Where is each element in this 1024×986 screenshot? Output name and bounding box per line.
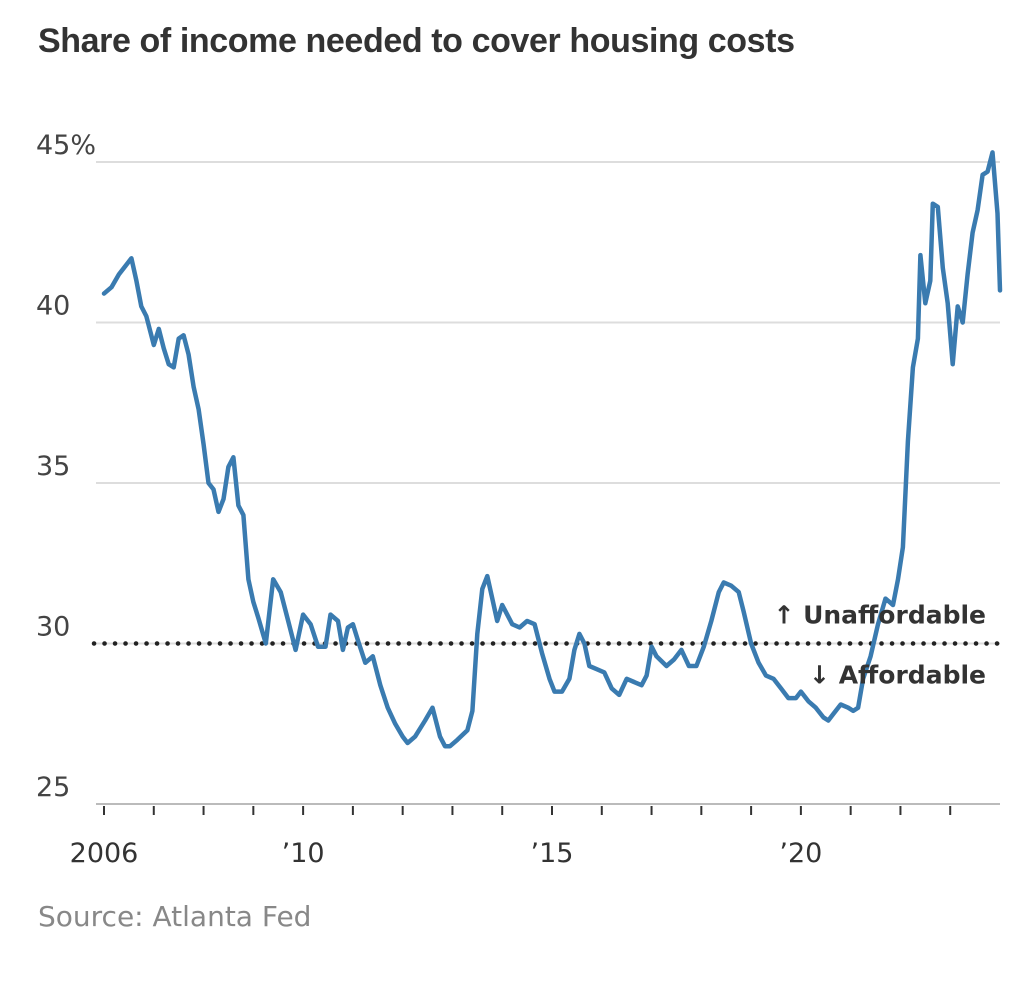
x-axis-ticks: 2006 ’10 ’15 ’20 <box>70 806 952 869</box>
x-tick-label-2010: ’10 <box>282 838 325 869</box>
label-unaffordable: ↑ Unaffordable <box>773 601 986 630</box>
source-note: Source: Atlanta Fed <box>38 900 312 933</box>
y-tick-label-45: 45% <box>36 130 96 161</box>
chart-title: Share of income needed to cover housing … <box>38 22 795 60</box>
x-tick-label-2020: ’20 <box>779 838 822 869</box>
y-tick-label-30: 30 <box>36 612 70 643</box>
series-line-housing-cost-share <box>101 150 1003 749</box>
label-affordable: ↓ Affordable <box>809 661 986 690</box>
y-axis-tick-labels: 45% 40 35 30 25 <box>36 130 96 803</box>
x-tick-label-2006: 2006 <box>70 838 139 869</box>
y-tick-label-25: 25 <box>36 772 70 803</box>
line-chart: 45% 40 35 30 25 2006 ’10 ’15 ’20 ↑ Unaffordable… <box>36 130 1003 869</box>
y-tick-label-35: 35 <box>36 451 70 482</box>
x-tick-label-2015: ’15 <box>531 838 574 869</box>
y-tick-label-40: 40 <box>36 291 70 322</box>
gridlines <box>96 161 1000 645</box>
